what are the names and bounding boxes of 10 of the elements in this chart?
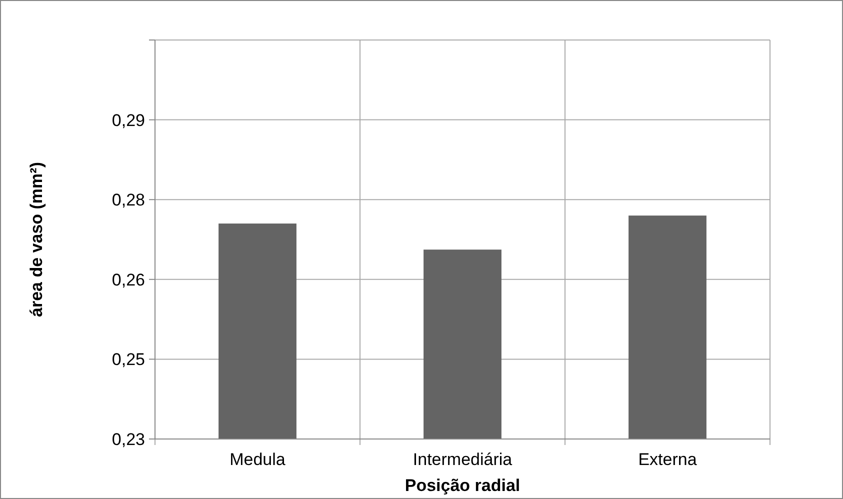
- x-axis-title: Posição radial: [404, 476, 520, 495]
- y-tick-label: 0,26: [112, 270, 145, 290]
- x-tick-label: Medula: [230, 450, 286, 469]
- y-tick-label: 0,25: [112, 350, 145, 370]
- y-tick-label: 0,23: [112, 430, 145, 449]
- x-tick-label: Intermediária: [412, 450, 513, 469]
- y-tick-label: 0,29: [112, 110, 145, 130]
- y-axis-title: área de vaso (mm²): [27, 162, 46, 317]
- y-tick-label: 0,28: [112, 190, 145, 210]
- x-tick-label: Externa: [638, 450, 698, 469]
